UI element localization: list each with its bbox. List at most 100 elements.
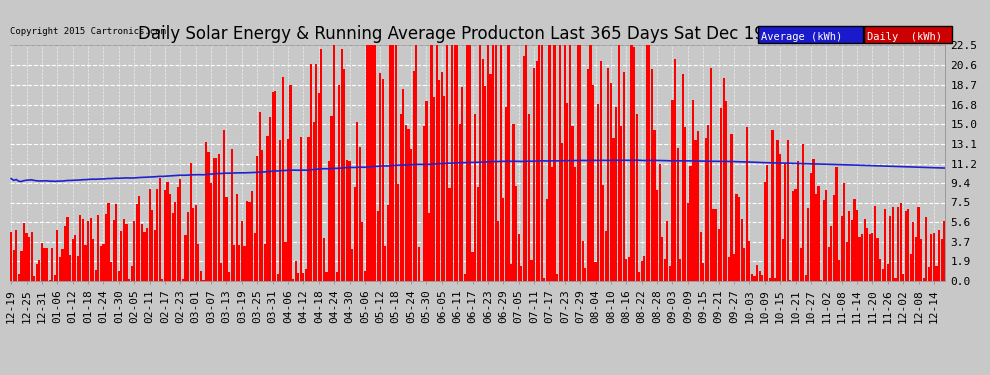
Bar xyxy=(833,195,835,281)
Bar xyxy=(500,45,502,281)
Bar xyxy=(448,188,450,281)
Bar xyxy=(295,261,297,281)
Bar xyxy=(302,273,305,281)
Bar xyxy=(197,244,199,281)
Bar xyxy=(623,72,625,281)
Bar xyxy=(820,280,823,281)
Bar xyxy=(453,45,455,281)
Bar xyxy=(241,221,243,281)
Bar xyxy=(220,263,223,281)
Bar xyxy=(779,154,781,281)
Bar xyxy=(515,186,517,281)
Bar xyxy=(413,72,415,281)
Bar xyxy=(151,210,153,281)
Bar xyxy=(602,185,604,281)
Bar xyxy=(841,216,842,281)
Bar xyxy=(323,238,325,281)
Bar xyxy=(105,214,107,281)
Bar xyxy=(943,221,945,281)
Bar xyxy=(328,161,330,281)
Bar xyxy=(139,196,141,281)
Bar xyxy=(100,246,102,281)
Bar xyxy=(456,45,458,281)
Bar xyxy=(876,238,878,281)
Bar xyxy=(451,45,453,281)
Bar xyxy=(887,264,889,281)
Bar xyxy=(433,98,436,281)
Bar xyxy=(576,45,579,281)
Bar xyxy=(553,45,555,281)
Bar xyxy=(807,208,810,281)
Bar xyxy=(644,256,645,281)
Bar xyxy=(171,213,174,281)
Bar xyxy=(26,233,28,281)
Bar xyxy=(356,122,358,281)
Bar xyxy=(502,198,504,281)
Bar xyxy=(339,85,341,281)
FancyBboxPatch shape xyxy=(864,26,952,43)
Bar xyxy=(648,45,650,281)
Bar xyxy=(246,201,248,281)
Bar xyxy=(897,207,899,281)
Bar xyxy=(446,45,448,281)
Bar xyxy=(495,45,497,281)
Bar xyxy=(743,248,745,281)
Bar xyxy=(913,222,915,281)
Bar xyxy=(315,64,317,281)
Bar xyxy=(731,134,733,281)
Bar xyxy=(56,230,58,281)
Bar xyxy=(23,224,25,281)
Bar xyxy=(748,241,750,281)
Bar xyxy=(208,152,210,281)
Bar xyxy=(925,217,928,281)
Bar xyxy=(366,45,368,281)
Bar xyxy=(894,278,897,281)
Bar xyxy=(223,130,225,281)
Bar xyxy=(636,114,638,281)
Text: Copyright 2015 Cartronics.com: Copyright 2015 Cartronics.com xyxy=(10,27,165,36)
Bar xyxy=(697,131,699,281)
Bar xyxy=(166,182,168,281)
Bar xyxy=(641,261,643,281)
Bar xyxy=(879,259,881,281)
Bar xyxy=(707,124,710,281)
Bar xyxy=(763,182,766,281)
Bar xyxy=(843,183,845,281)
Bar xyxy=(392,45,394,281)
Bar xyxy=(189,163,192,281)
Bar xyxy=(244,246,246,281)
Bar xyxy=(231,148,233,281)
Bar xyxy=(21,251,23,281)
Bar xyxy=(344,69,346,281)
Bar xyxy=(136,204,138,281)
Bar xyxy=(679,259,681,281)
Bar xyxy=(287,139,289,281)
Bar xyxy=(507,45,510,281)
Bar xyxy=(369,45,371,281)
Bar xyxy=(776,140,779,281)
Bar xyxy=(402,89,405,281)
Bar xyxy=(461,87,463,281)
Bar xyxy=(566,102,568,281)
Bar xyxy=(71,240,74,281)
Bar xyxy=(458,124,460,281)
Bar xyxy=(741,219,742,281)
Bar xyxy=(400,114,402,281)
Title: Daily Solar Energy & Running Average Producton Last 365 Days Sat Dec 19 16:29: Daily Solar Energy & Running Average Pro… xyxy=(138,26,818,44)
Bar xyxy=(89,218,92,281)
Bar xyxy=(484,86,486,281)
Bar xyxy=(415,45,417,281)
Bar xyxy=(794,189,797,281)
Bar xyxy=(726,101,728,281)
Bar xyxy=(863,219,866,281)
Bar xyxy=(200,271,202,281)
Bar xyxy=(720,108,723,281)
Bar xyxy=(118,270,120,281)
Bar xyxy=(784,164,786,281)
Bar xyxy=(205,142,207,281)
Bar xyxy=(523,56,525,281)
Bar xyxy=(49,280,50,281)
Bar xyxy=(550,167,553,281)
Bar xyxy=(520,266,523,281)
Bar xyxy=(869,234,871,281)
